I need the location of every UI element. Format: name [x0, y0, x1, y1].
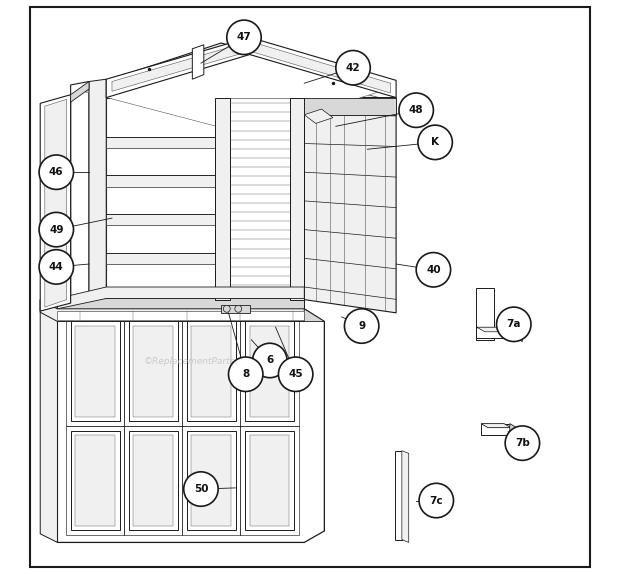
Polygon shape: [106, 37, 396, 98]
Polygon shape: [58, 309, 324, 542]
Circle shape: [497, 307, 531, 342]
Text: 6: 6: [266, 355, 273, 366]
Text: 50: 50: [193, 484, 208, 494]
Polygon shape: [81, 68, 391, 157]
Text: 46: 46: [49, 167, 64, 177]
Polygon shape: [85, 47, 386, 134]
Polygon shape: [75, 435, 115, 526]
Circle shape: [505, 426, 539, 460]
Polygon shape: [129, 430, 178, 530]
Text: 48: 48: [409, 105, 423, 115]
Polygon shape: [58, 287, 304, 309]
Polygon shape: [402, 451, 409, 542]
Polygon shape: [106, 214, 304, 225]
Polygon shape: [304, 109, 333, 123]
Polygon shape: [89, 79, 106, 300]
Circle shape: [252, 343, 287, 378]
Polygon shape: [112, 41, 391, 93]
Circle shape: [39, 212, 74, 247]
Polygon shape: [476, 288, 494, 340]
Polygon shape: [476, 327, 523, 332]
Polygon shape: [192, 45, 204, 79]
Polygon shape: [45, 99, 66, 307]
Text: 7c: 7c: [430, 495, 443, 506]
Polygon shape: [106, 137, 304, 148]
Polygon shape: [40, 95, 71, 311]
Text: 44: 44: [49, 262, 64, 272]
Circle shape: [416, 253, 451, 287]
Circle shape: [278, 357, 313, 391]
Polygon shape: [71, 82, 89, 102]
Polygon shape: [481, 424, 511, 428]
Polygon shape: [106, 98, 304, 300]
Polygon shape: [481, 424, 510, 435]
Polygon shape: [133, 435, 173, 526]
Text: ©ReplacementParts.com: ©ReplacementParts.com: [144, 357, 258, 366]
Polygon shape: [395, 451, 402, 540]
Text: 40: 40: [426, 265, 441, 275]
Circle shape: [419, 483, 453, 518]
Circle shape: [418, 125, 453, 160]
Polygon shape: [71, 82, 89, 303]
Polygon shape: [245, 430, 294, 530]
Polygon shape: [106, 175, 304, 187]
Polygon shape: [290, 98, 304, 300]
Polygon shape: [106, 253, 304, 264]
Polygon shape: [81, 43, 391, 132]
Text: 9: 9: [358, 321, 365, 331]
Circle shape: [39, 155, 74, 189]
Polygon shape: [215, 98, 229, 300]
Polygon shape: [187, 430, 236, 530]
Text: K: K: [431, 137, 439, 148]
Polygon shape: [58, 298, 304, 309]
Polygon shape: [58, 309, 324, 321]
Circle shape: [399, 93, 433, 127]
Polygon shape: [71, 321, 120, 421]
Circle shape: [345, 309, 379, 343]
Polygon shape: [129, 321, 178, 421]
Polygon shape: [187, 321, 236, 421]
Polygon shape: [250, 435, 290, 526]
Polygon shape: [133, 326, 173, 417]
Circle shape: [336, 51, 370, 85]
Text: 45: 45: [288, 369, 303, 379]
Circle shape: [229, 357, 263, 391]
Polygon shape: [304, 98, 396, 313]
Text: 7b: 7b: [515, 438, 530, 448]
Circle shape: [235, 305, 242, 312]
Polygon shape: [71, 430, 120, 530]
Polygon shape: [304, 98, 396, 115]
Polygon shape: [510, 424, 516, 439]
Text: 42: 42: [346, 63, 360, 73]
Polygon shape: [40, 300, 58, 542]
Text: 49: 49: [49, 224, 63, 235]
Polygon shape: [221, 305, 250, 313]
Circle shape: [184, 472, 218, 506]
Text: 8: 8: [242, 369, 249, 379]
Polygon shape: [40, 300, 304, 321]
Circle shape: [223, 305, 230, 312]
Text: 47: 47: [237, 32, 251, 42]
Circle shape: [227, 20, 261, 55]
Polygon shape: [245, 321, 294, 421]
Polygon shape: [192, 326, 231, 417]
Polygon shape: [58, 311, 304, 320]
Text: 7a: 7a: [507, 319, 521, 329]
Polygon shape: [66, 316, 298, 535]
Polygon shape: [250, 326, 290, 417]
Polygon shape: [81, 57, 391, 146]
Polygon shape: [476, 327, 514, 338]
Polygon shape: [75, 326, 115, 417]
Polygon shape: [514, 327, 523, 342]
Circle shape: [39, 250, 74, 284]
Polygon shape: [229, 98, 290, 300]
Polygon shape: [192, 435, 231, 526]
